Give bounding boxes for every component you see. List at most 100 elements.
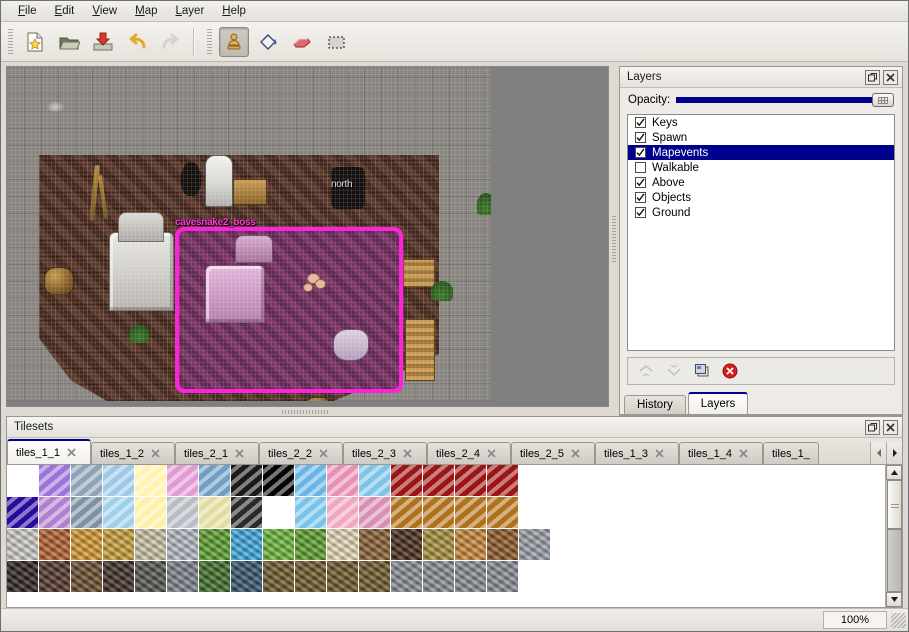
tile-cell[interactable]: [455, 561, 487, 593]
tileset-scroll-thumb[interactable]: [887, 480, 902, 530]
tile-cell[interactable]: [423, 497, 455, 529]
tileset-vertical-scrollbar[interactable]: [885, 465, 902, 607]
eraser-tool-button[interactable]: [287, 27, 317, 57]
tile-cell[interactable]: [71, 497, 103, 529]
tile-cell[interactable]: [551, 561, 583, 593]
tile-cell[interactable]: [519, 497, 551, 529]
tile-cell[interactable]: [231, 465, 263, 497]
tileset-tab-tiles-1-1[interactable]: tiles_1_1: [7, 439, 91, 464]
stamp-tool-button[interactable]: [219, 26, 249, 57]
open-map-button[interactable]: [54, 27, 84, 57]
menu-file[interactable]: FFileile: [18, 5, 37, 17]
tile-cell[interactable]: [103, 465, 135, 497]
tileset-tab-tiles-1-4[interactable]: tiles_1_4: [679, 442, 763, 464]
tile-cell[interactable]: [519, 529, 551, 561]
tile-cell[interactable]: [423, 529, 455, 561]
tilesets-panel-float-button[interactable]: [865, 419, 880, 435]
tileset-tab-tiles-2-2[interactable]: tiles_2_2: [259, 442, 343, 464]
layer-row-objects[interactable]: Objects: [628, 190, 894, 205]
tile-cell[interactable]: [487, 529, 519, 561]
layer-visibility-checkbox[interactable]: [635, 177, 646, 188]
tile-cell[interactable]: [39, 465, 71, 497]
tileset-scroll-thumb-lower[interactable]: [887, 529, 902, 592]
layer-visibility-checkbox[interactable]: [635, 162, 646, 173]
tile-cell[interactable]: [71, 529, 103, 561]
layer-visibility-checkbox[interactable]: [635, 132, 646, 143]
tools-drag-handle[interactable]: [206, 28, 213, 55]
tileset-tab-tiles-2-1[interactable]: tiles_2_1: [175, 442, 259, 464]
opacity-slider-handle[interactable]: [872, 93, 894, 107]
tileset-scroll-up-button[interactable]: [886, 465, 902, 480]
tileset-tab-tiles-1-3[interactable]: tiles_1_3: [595, 442, 679, 464]
tileset-tab-tiles-2-4[interactable]: tiles_2_4: [427, 442, 511, 464]
redo-button[interactable]: [156, 27, 186, 57]
tile-cell[interactable]: [135, 561, 167, 593]
tile-cell[interactable]: [391, 561, 423, 593]
tile-cell[interactable]: [327, 529, 359, 561]
tile-cell[interactable]: [103, 497, 135, 529]
tile-cell[interactable]: [519, 561, 551, 593]
move-layer-down-button[interactable]: [662, 360, 686, 382]
layer-row-walkable[interactable]: Walkable: [628, 160, 894, 175]
tile-cell[interactable]: [391, 529, 423, 561]
tile-cell[interactable]: [263, 561, 295, 593]
tile-cell[interactable]: [487, 465, 519, 497]
close-tab-icon[interactable]: [234, 448, 245, 459]
tilesets-panel-close-button[interactable]: [883, 419, 898, 435]
tile-cell[interactable]: [199, 529, 231, 561]
tile-cell[interactable]: [295, 497, 327, 529]
menu-view[interactable]: View: [92, 5, 118, 17]
layer-row-ground[interactable]: Ground: [628, 205, 894, 220]
tile-cell[interactable]: [455, 529, 487, 561]
delete-layer-button[interactable]: [718, 360, 742, 382]
layer-row-keys[interactable]: Keys: [628, 115, 894, 130]
close-tab-icon[interactable]: [402, 448, 413, 459]
tile-cell[interactable]: [423, 465, 455, 497]
tile-cell[interactable]: [199, 465, 231, 497]
toolbar-drag-handle[interactable]: [7, 28, 14, 55]
move-layer-up-button[interactable]: [634, 360, 658, 382]
map-canvas[interactable]: north cavesnake2_boss: [7, 67, 491, 401]
tile-cell[interactable]: [103, 561, 135, 593]
close-tab-icon[interactable]: [654, 448, 665, 459]
tile-cell[interactable]: [263, 465, 295, 497]
tile-cell[interactable]: [135, 465, 167, 497]
tile-cell[interactable]: [295, 465, 327, 497]
tab-history[interactable]: History: [624, 395, 686, 414]
save-map-button[interactable]: [88, 27, 118, 57]
tile-cell[interactable]: [167, 529, 199, 561]
tile-cell[interactable]: [359, 529, 391, 561]
tile-cell[interactable]: [295, 561, 327, 593]
tile-cell[interactable]: [7, 529, 39, 561]
tile-cell[interactable]: [231, 561, 263, 593]
tile-cell[interactable]: [551, 465, 583, 497]
tile-cell[interactable]: [167, 497, 199, 529]
tile-cell[interactable]: [199, 561, 231, 593]
tile-cell[interactable]: [455, 497, 487, 529]
menu-edit[interactable]: Edit: [54, 5, 75, 17]
layer-visibility-checkbox[interactable]: [635, 117, 646, 128]
layer-list[interactable]: Keys Spawn Mapevents: [627, 114, 895, 351]
tile-cell[interactable]: [391, 497, 423, 529]
tile-cell[interactable]: [359, 561, 391, 593]
tile-cell[interactable]: [39, 497, 71, 529]
menu-layer[interactable]: Layer: [175, 5, 205, 17]
menu-help[interactable]: Help: [222, 5, 246, 17]
tile-cell[interactable]: [327, 465, 359, 497]
layer-row-above[interactable]: Above: [628, 175, 894, 190]
tile-cell[interactable]: [7, 561, 39, 593]
tile-cell[interactable]: [135, 497, 167, 529]
tile-cell[interactable]: [263, 497, 295, 529]
opacity-slider[interactable]: [676, 93, 894, 107]
tileset-tabs-scroll-left-button[interactable]: [870, 442, 886, 464]
duplicate-layer-button[interactable]: [690, 360, 714, 382]
tile-cell[interactable]: [551, 529, 583, 561]
tile-cell[interactable]: [423, 561, 455, 593]
tab-layers[interactable]: Layers: [687, 392, 749, 414]
tile-cell[interactable]: [519, 465, 551, 497]
tileset-tab-tiles-2-5[interactable]: tiles_2_5: [511, 442, 595, 464]
tileset-tab-tiles-1-partial[interactable]: tiles_1_: [763, 442, 819, 464]
tile-palette[interactable]: [7, 465, 885, 607]
horizontal-splitter[interactable]: [1, 407, 609, 416]
new-map-button[interactable]: [20, 27, 50, 57]
